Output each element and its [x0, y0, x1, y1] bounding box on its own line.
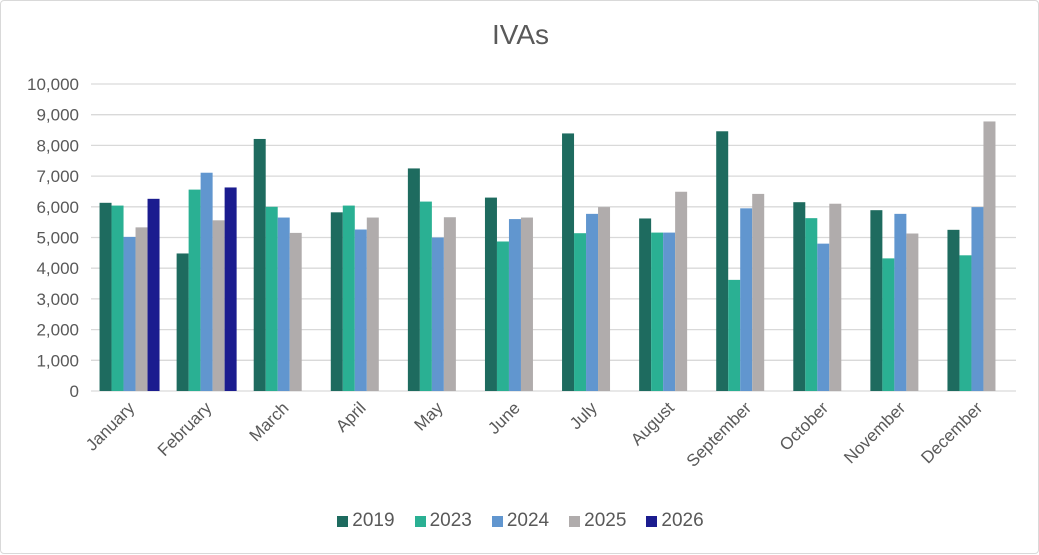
- bar-2024-april: [354, 229, 367, 391]
- bar-2025-october: [829, 203, 842, 391]
- bar-2023-july: [574, 233, 587, 391]
- bar-2019-august: [639, 218, 652, 391]
- bar-2024-june: [508, 219, 521, 391]
- y-tick-label: 0: [70, 382, 79, 401]
- bar-2023-january: [111, 205, 124, 391]
- x-tick-label: June: [484, 398, 524, 438]
- x-tick-label: December: [917, 398, 986, 467]
- bar-2019-june: [484, 197, 497, 391]
- y-tick-label: 8,000: [36, 136, 79, 155]
- bar-2019-october: [793, 202, 806, 391]
- bar-2024-january: [123, 236, 136, 391]
- legend-label: 2025: [584, 510, 627, 531]
- x-tick-label: August: [627, 398, 678, 449]
- bar-2024-february: [200, 172, 213, 391]
- x-tick-label: October: [776, 398, 832, 454]
- legend-label: 2026: [661, 510, 704, 531]
- x-tick-label: April: [332, 398, 369, 435]
- bar-2023-august: [651, 232, 664, 391]
- bar-2024-march: [277, 217, 290, 391]
- bar-2026-january: [147, 198, 160, 391]
- bar-2025-june: [520, 217, 533, 391]
- bar-2023-june: [496, 241, 509, 391]
- bar-2023-april: [342, 205, 355, 391]
- bar-2019-september: [716, 131, 729, 391]
- chart-title: IVAs: [491, 19, 550, 50]
- bar-2025-november: [906, 233, 919, 391]
- x-tick-label: January: [82, 398, 139, 455]
- y-tick-label: 4,000: [36, 259, 79, 278]
- legend-swatch: [646, 515, 658, 527]
- legend-item-2019: 2019: [337, 510, 395, 532]
- bar-2025-september: [752, 193, 765, 391]
- bar-2019-january: [99, 202, 112, 391]
- legend-label: 2019: [352, 510, 395, 531]
- y-tick-label: 1,000: [36, 351, 79, 370]
- bar-2024-december: [971, 207, 984, 391]
- bar-2025-january: [135, 227, 148, 391]
- bar-2019-november: [870, 210, 883, 391]
- legend: 2019 2023 2024 2025 2026: [1, 510, 1039, 532]
- bar-2024-september: [740, 208, 753, 391]
- legend-swatch: [569, 515, 581, 527]
- legend-item-2025: 2025: [569, 510, 626, 532]
- bar-2025-april: [366, 217, 379, 391]
- bar-2023-november: [882, 258, 895, 391]
- bar-2023-september: [728, 279, 741, 391]
- bar-2024-july: [586, 213, 599, 391]
- y-tick-label: 6,000: [36, 198, 79, 217]
- y-tick-label: 2,000: [36, 321, 79, 340]
- bar-2023-october: [805, 218, 818, 391]
- bar-2019-may: [407, 168, 420, 391]
- y-tick-label: 9,000: [36, 106, 79, 125]
- bar-2025-december: [983, 121, 996, 391]
- bar-2019-december: [947, 229, 960, 391]
- legend-item-2026: 2026: [646, 510, 704, 532]
- bar-2025-may: [443, 217, 456, 391]
- legend-label: 2024: [506, 510, 550, 531]
- bar-2024-may: [431, 237, 444, 391]
- y-tick-label: 7,000: [36, 167, 79, 186]
- legend-swatch: [337, 515, 349, 527]
- bar-2023-december: [959, 255, 972, 391]
- x-tick-label: February: [154, 398, 216, 460]
- bar-2025-august: [675, 191, 688, 391]
- legend-item-2023: 2023: [414, 510, 472, 532]
- x-tick-label: November: [840, 398, 909, 467]
- x-tick-label: March: [246, 398, 293, 445]
- x-tick-label: July: [566, 398, 601, 433]
- x-tick-label: May: [411, 398, 447, 434]
- bar-2023-march: [265, 206, 278, 391]
- y-tick-label: 10,000: [27, 75, 79, 94]
- bar-2019-july: [562, 133, 575, 391]
- bar-2019-march: [253, 138, 266, 391]
- bar-2025-february: [212, 220, 225, 391]
- legend-item-2024: 2024: [491, 510, 550, 532]
- bar-2023-may: [419, 201, 432, 391]
- bar-2023-february: [188, 189, 201, 391]
- y-tick-label: 3,000: [36, 290, 79, 309]
- bar-2024-august: [663, 232, 676, 391]
- bar-2025-july: [598, 207, 611, 391]
- bar-2026-february: [224, 187, 237, 391]
- bar-2025-march: [289, 232, 302, 391]
- bar-2019-april: [330, 212, 343, 391]
- x-tick-label: September: [683, 398, 755, 470]
- legend-swatch: [491, 515, 503, 527]
- legend-label: 2023: [429, 510, 472, 531]
- bar-2024-october: [817, 243, 830, 391]
- legend-swatch: [414, 515, 426, 527]
- bar-2019-february: [176, 253, 189, 391]
- y-tick-label: 5,000: [36, 229, 79, 248]
- bar-2024-november: [894, 213, 907, 391]
